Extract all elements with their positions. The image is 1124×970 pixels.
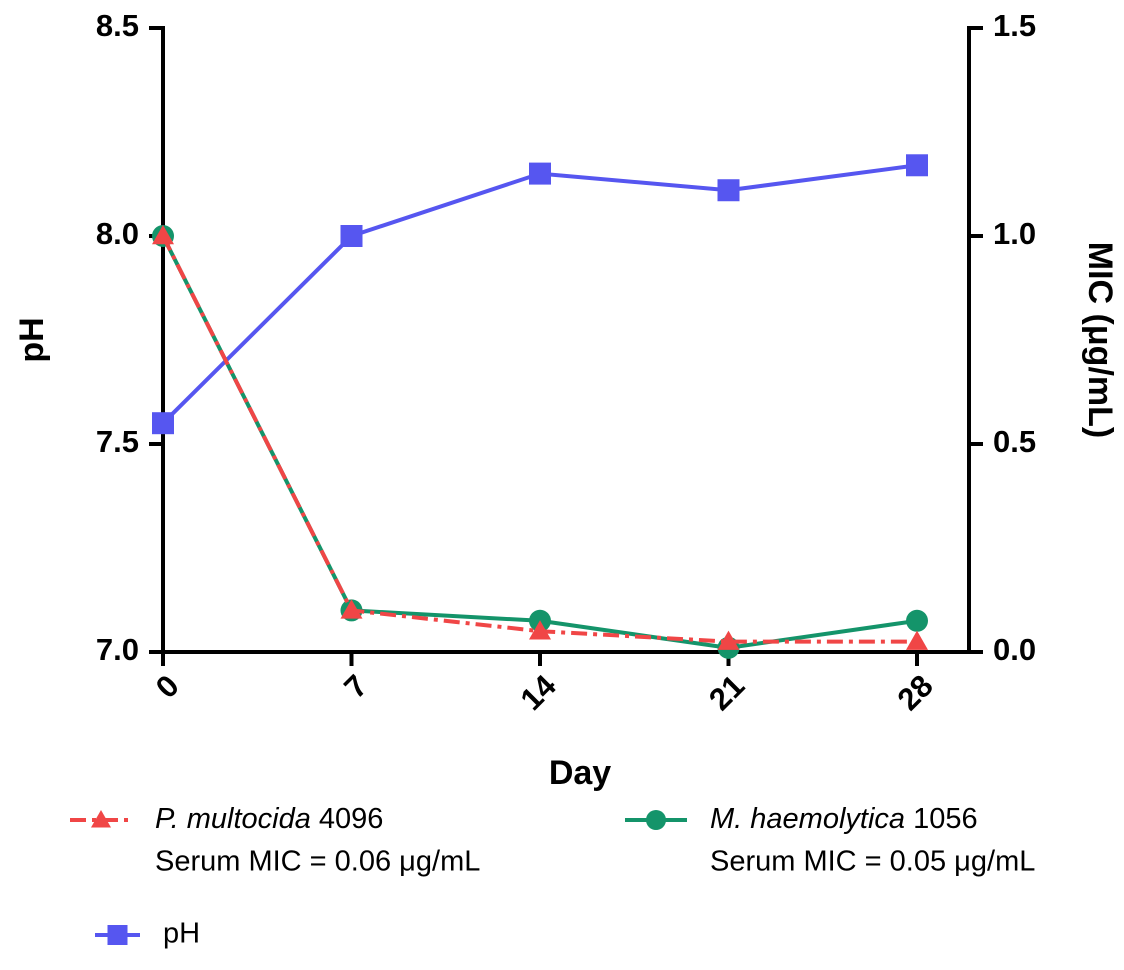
y-tick-label: 8.0 (96, 216, 139, 251)
marker (152, 412, 174, 435)
legend-label: M. haemolytica 1056 (710, 803, 978, 835)
legend-label: pH (163, 918, 200, 950)
marker (906, 154, 928, 177)
y2-tick-label: 0.5 (993, 424, 1036, 459)
series-line (161, 163, 918, 425)
legend-name-italic: P. multocida (155, 803, 311, 835)
marker (152, 225, 174, 245)
marker (340, 599, 363, 619)
x-tick-label: 28 (891, 668, 940, 717)
legend-note: Serum MIC = 0.05 μg/mL (710, 846, 1035, 878)
y2-tick-label: 0.0 (993, 632, 1036, 667)
x-tick-label: 7 (337, 668, 374, 705)
series-line (161, 235, 917, 644)
marker (906, 609, 928, 632)
series (152, 154, 928, 435)
y-axis-label: pH (13, 317, 51, 362)
y2-tick-label: 1.5 (993, 8, 1036, 43)
legend-name-rest: 4096 (311, 803, 384, 835)
series-line (161, 235, 918, 650)
x-tick-label: 14 (514, 667, 564, 717)
x-axis-label: Day (549, 754, 611, 792)
y-tick-label: 7.5 (96, 424, 139, 459)
series (152, 225, 928, 650)
marker (717, 630, 740, 650)
y2-tick-label: 1.0 (993, 216, 1036, 251)
marker (340, 225, 363, 247)
legend-marker (107, 925, 128, 945)
legend-label: P. multocida 4096 (155, 803, 383, 835)
marker (717, 179, 740, 202)
y2-axis-label: MIC (μg/mL) (1081, 242, 1119, 438)
legend-note: Serum MIC = 0.06 μg/mL (155, 846, 480, 878)
y-tick-label: 8.5 (96, 8, 139, 43)
marker (529, 620, 551, 640)
legend-marker (91, 810, 111, 828)
x-tick-label: 0 (149, 668, 186, 705)
y-tick-label: 7.0 (96, 632, 139, 667)
x-tick-label: 21 (702, 668, 751, 717)
legend-name-rest: 1056 (905, 803, 978, 835)
legend-marker (646, 810, 666, 830)
marker (906, 630, 928, 650)
marker (529, 162, 551, 185)
legend-name-italic: M. haemolytica (710, 803, 905, 835)
